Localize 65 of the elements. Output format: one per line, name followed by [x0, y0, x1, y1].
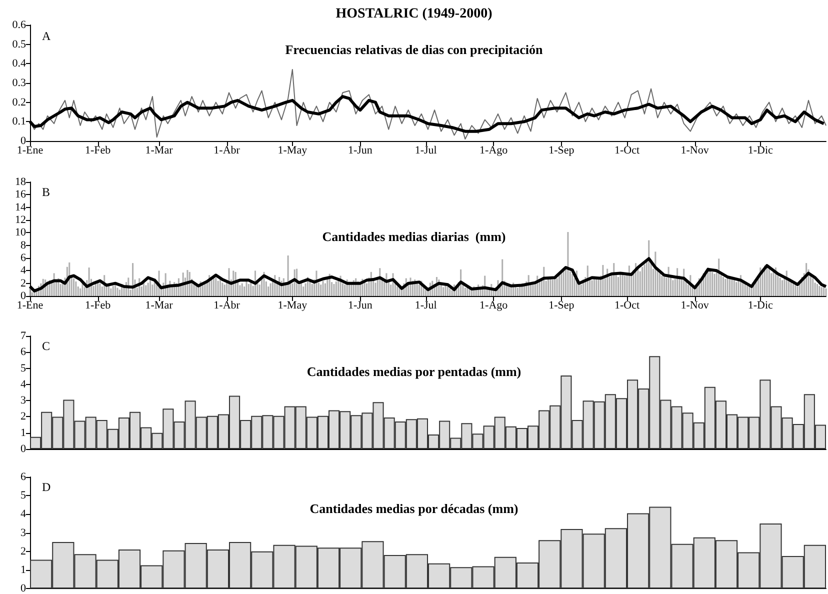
y-tick-label: 4	[20, 264, 26, 277]
x-tick-label: 1-Dic	[748, 300, 774, 312]
x-tick-label: 1-Mar	[145, 144, 174, 156]
x-tick-label: 1-Sep	[548, 300, 575, 312]
x-tick-label: 1-Sep	[548, 144, 575, 156]
y-tick-label: 0.4	[12, 58, 26, 70]
y-tick-label: 18	[15, 176, 26, 188]
y-tick-label: 10	[15, 226, 26, 239]
text: Frecuencias relativas de dias con precipitación	[285, 42, 544, 57]
x-tick-label: 1-Ene	[16, 300, 44, 312]
text: Cantidades medias por décadas (mm)	[310, 501, 518, 516]
y-tick-label: 0.1	[12, 116, 26, 128]
x-tick-label: 1-Jul	[414, 300, 437, 312]
y-tick-label: 6	[20, 471, 26, 483]
annotation: B	[42, 185, 50, 199]
y-tick-label: 3	[20, 394, 26, 407]
x-tick-label: 1-Feb	[84, 144, 112, 156]
x-tick-label: 1-Ene	[16, 144, 44, 156]
y-tick-label: 8	[20, 239, 26, 252]
x-tick-label: 1-Feb	[84, 300, 112, 312]
x-tick-label: 1-Ago	[480, 144, 508, 156]
x-tick-label: 1-Abr	[214, 300, 240, 312]
y-tick-label: 0	[20, 582, 26, 594]
y-tick-label: 5	[20, 362, 26, 374]
y-tick-label: 6	[20, 252, 26, 264]
text: Cantidades medias por pentadas (mm)	[306, 364, 522, 379]
y-tick-label: 4	[20, 508, 26, 520]
y-tick-label: 1	[20, 564, 26, 576]
x-tick-label: 1-Jul	[414, 144, 437, 156]
y-tick-label: 0	[20, 443, 26, 455]
y-tick-label: 6	[20, 346, 26, 358]
y-tick-label: 2	[20, 277, 26, 290]
x-tick-label: 1-Abr	[214, 144, 240, 156]
x-tick-label: 1-Mar	[145, 300, 174, 312]
y-tick-label: 0.3	[12, 77, 26, 89]
y-tick-label: 0.2	[12, 96, 26, 108]
x-tick-label: 1-Nov	[680, 144, 710, 156]
annotation: A	[42, 29, 51, 43]
annotation: D	[42, 480, 51, 494]
y-tick-label: 3	[20, 526, 26, 539]
x-tick-label: 1-Ago	[480, 300, 508, 312]
y-tick-label: 14	[15, 201, 26, 214]
y-tick-label: 1	[20, 426, 26, 439]
y-tick-label: 5	[20, 490, 26, 502]
text: Cantidades medias diarias (mm)	[322, 229, 506, 244]
y-tick-label: 7	[20, 330, 26, 342]
y-tick-label: 0.5	[12, 38, 26, 50]
x-tick-label: 1-Nov	[680, 300, 710, 312]
y-tick-label: 12	[15, 214, 26, 226]
y-tick-label: 2	[20, 545, 26, 558]
x-tick-label: 1-May	[278, 144, 308, 156]
y-tick-label: 0	[20, 135, 26, 147]
x-tick-label: 1-Dic	[748, 144, 774, 156]
y-tick-label: 0	[20, 290, 26, 302]
annotation: C	[42, 339, 50, 353]
x-tick-label: 1-Oct	[614, 300, 640, 312]
y-tick-label: 0.6	[12, 19, 26, 31]
x-tick-label: 1-Jun	[348, 144, 373, 156]
chart-title: HOSTALRIC (1949-2000)	[336, 6, 493, 22]
y-tick-label: 2	[20, 410, 26, 423]
y-tick-label: 4	[20, 378, 26, 390]
x-tick-label: 1-Oct	[614, 144, 640, 156]
y-tick-label: 16	[15, 188, 26, 201]
x-tick-label: 1-May	[278, 300, 308, 312]
x-tick-label: 1-Jun	[348, 300, 373, 312]
